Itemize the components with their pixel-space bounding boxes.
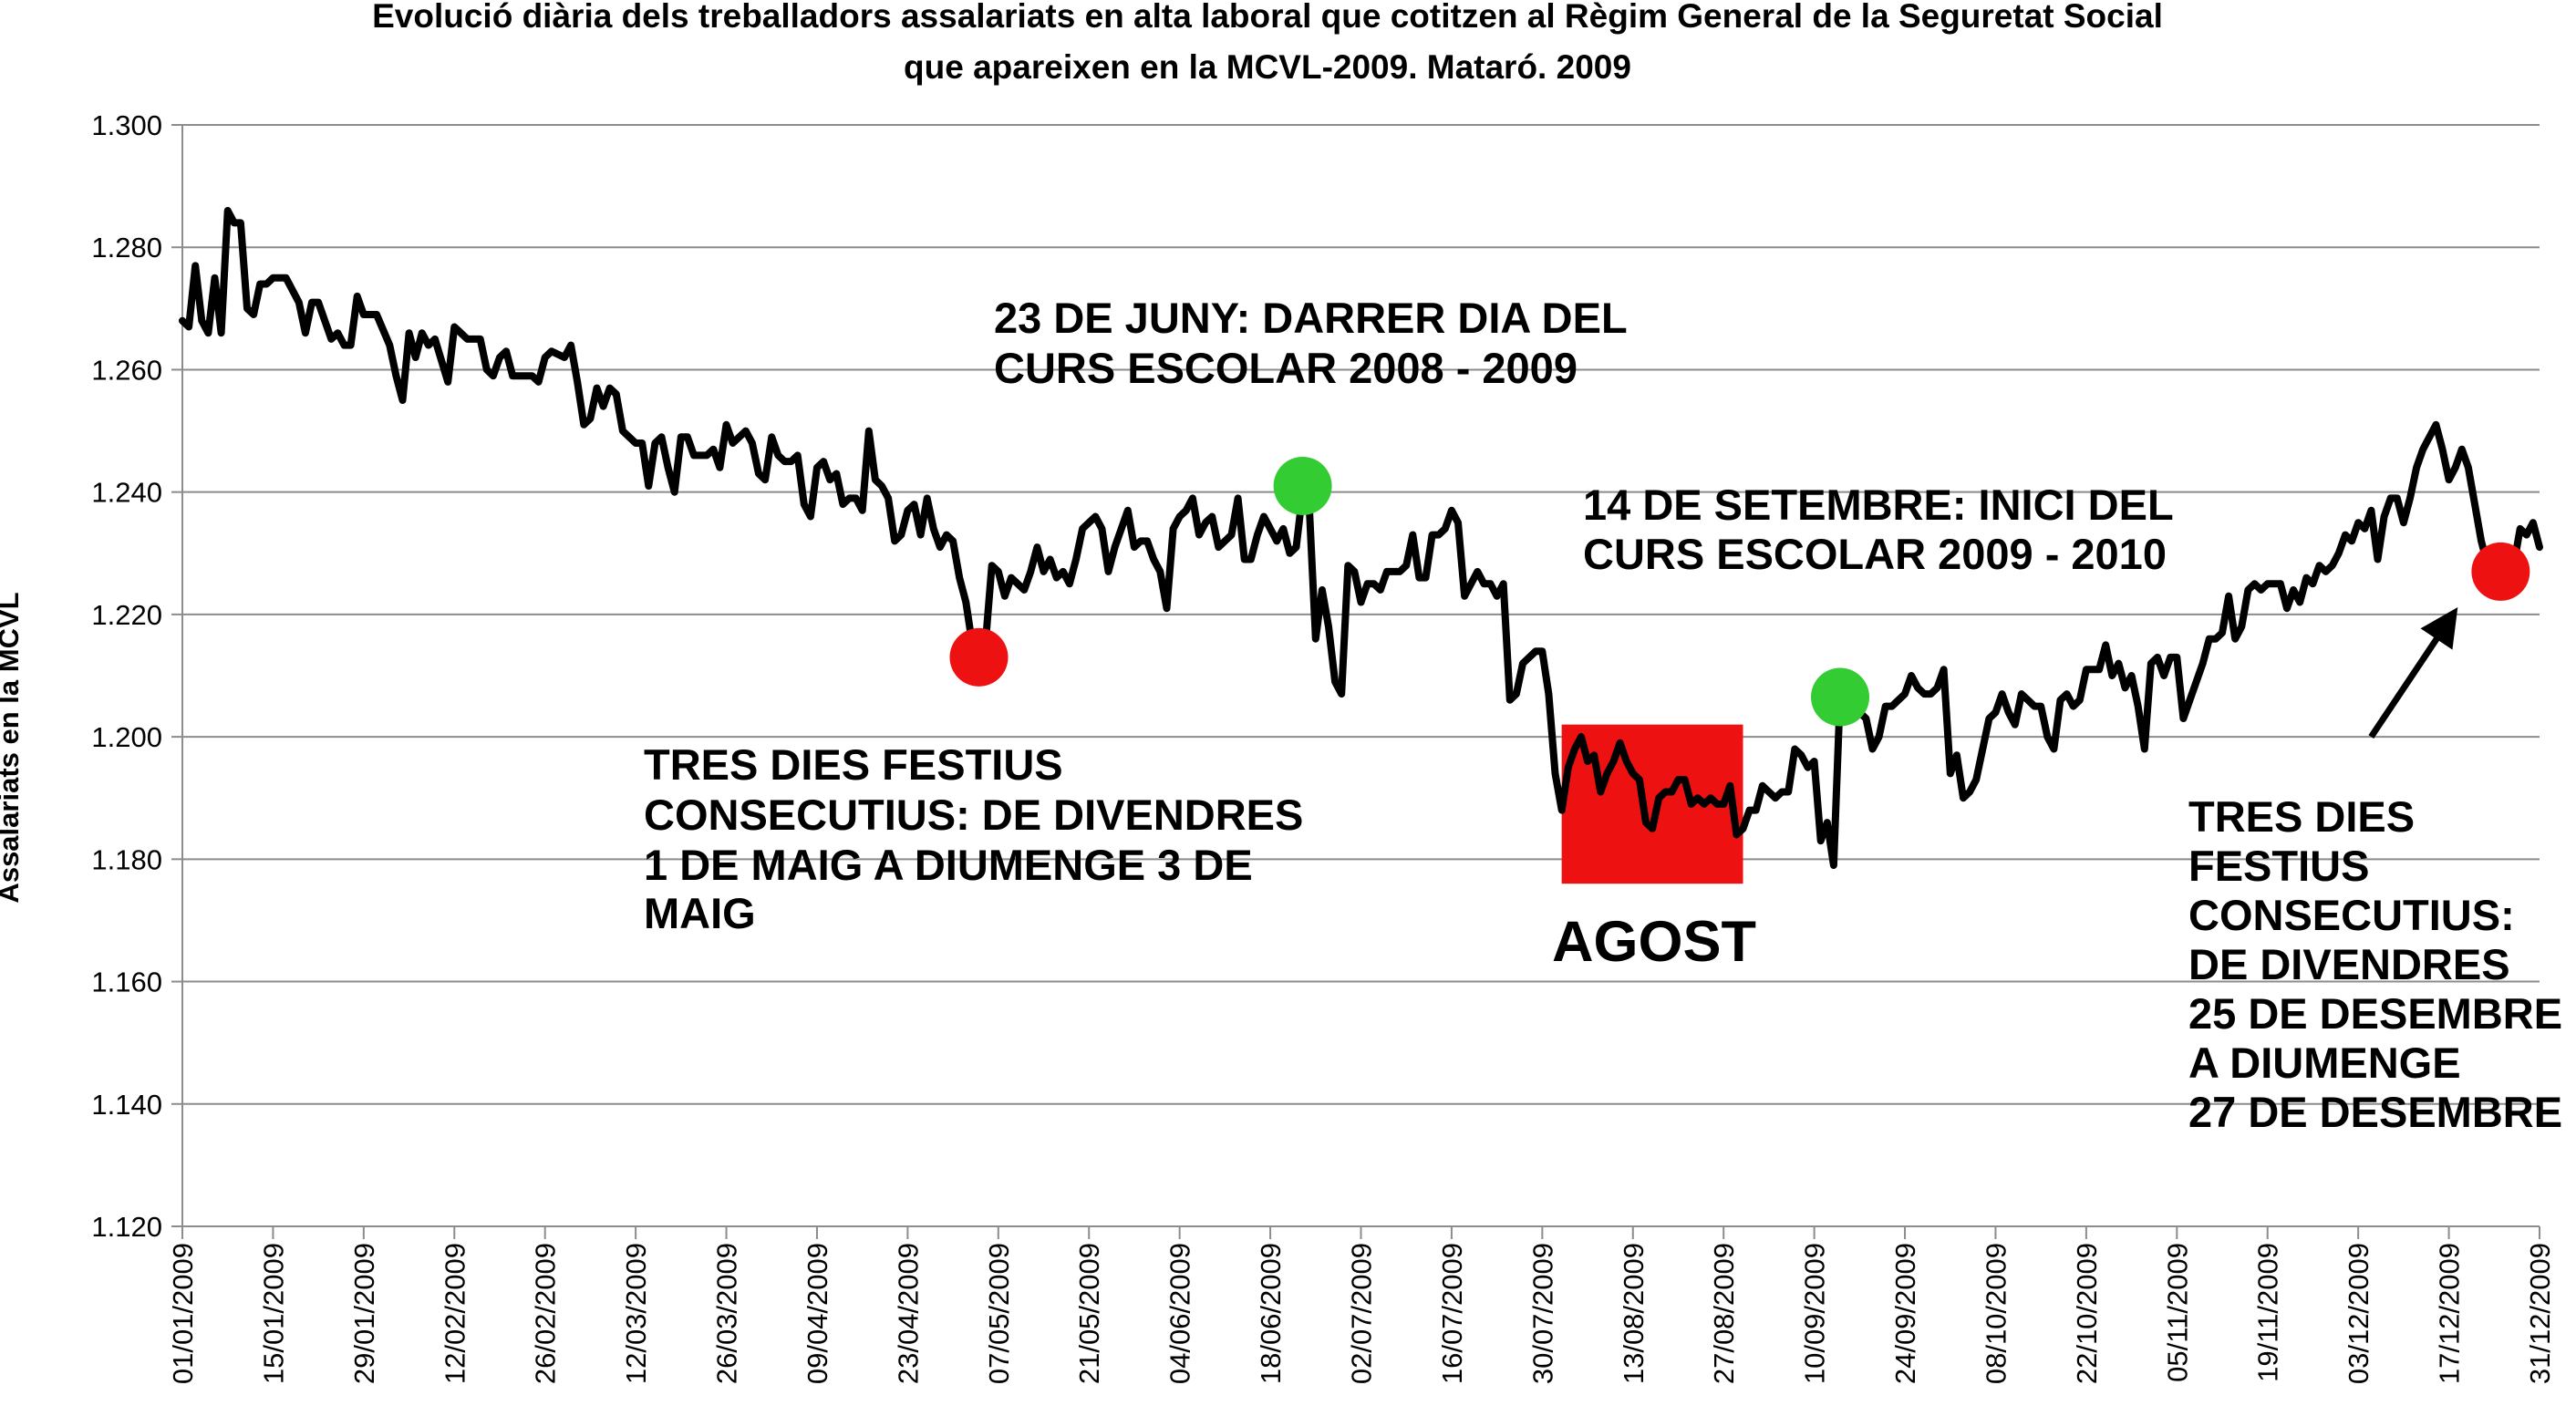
annotation-may-line-3: 1 DE MAIG A DIUMENGE 3 DE	[644, 841, 1253, 889]
y-tick-labels: 1.120 1.140 1.160 1.180 1.200 1.220 1.240 1.260…	[91, 109, 162, 1243]
x-tick-label: 10/09/2009	[1799, 1243, 1831, 1384]
x-tick-label: 09/04/2009	[802, 1243, 833, 1384]
x-tick-labels: 01/01/2009 15/01/2009 29/01/2009 12/02/2009…	[167, 1243, 2556, 1384]
x-tick-label: 05/11/2009	[2161, 1243, 2193, 1382]
arrow-icon	[2368, 607, 2458, 739]
event-marker	[2471, 542, 2530, 601]
annotation-may: TRES DIES FESTIUS CONSECUTIUS: DE DIVEND…	[644, 740, 1303, 937]
x-tick-label: 12/02/2009	[439, 1243, 471, 1384]
x-tick-label: 18/06/2009	[1255, 1243, 1287, 1384]
y-tick-label: 1.180	[91, 843, 162, 875]
annotation-december: TRES DIES FESTIUS CONSECUTIUS: DE DIVEND…	[2188, 792, 2562, 1136]
x-tick-label: 12/03/2009	[620, 1243, 652, 1384]
y-tick-label: 1.140	[91, 1089, 162, 1121]
y-tick-label: 1.260	[91, 354, 162, 386]
chart-title-line-1: Evolució diària dels treballadors assala…	[372, 0, 2163, 35]
x-tick-label: 01/01/2009	[167, 1243, 199, 1384]
x-tick-label: 30/07/2009	[1526, 1243, 1558, 1384]
x-tick-label: 03/12/2009	[2343, 1243, 2374, 1384]
x-tick-label: 08/10/2009	[1980, 1243, 2012, 1384]
y-tick-label: 1.200	[91, 721, 162, 753]
x-tick-label: 04/06/2009	[1164, 1243, 1196, 1384]
x-tick-label: 27/08/2009	[1708, 1243, 1740, 1384]
y-tick-label: 1.300	[91, 109, 162, 141]
y-tick-label: 1.280	[91, 232, 162, 264]
annotation-may-line-4: MAIG	[644, 889, 756, 937]
event-marker	[1273, 456, 1332, 515]
x-tick-label: 15/01/2009	[257, 1243, 289, 1384]
y-axis-label: Assalariats en la MCVL	[0, 592, 25, 903]
gridlines	[182, 124, 2540, 1105]
annotation-september: 14 DE SETEMBRE: INICI DEL CURS ESCOLAR 2…	[1583, 481, 2174, 578]
x-tick-label: 07/05/2009	[983, 1243, 1015, 1384]
annotation-june-line-2: CURS ESCOLAR 2008 - 2009	[994, 344, 1578, 392]
y-tick-label: 1.160	[91, 966, 162, 998]
annotation-september-line-2: CURS ESCOLAR 2009 - 2010	[1583, 530, 2167, 578]
event-markers	[949, 456, 2530, 727]
annotation-august: AGOST	[1552, 910, 1756, 974]
x-tick-label: 26/02/2009	[530, 1243, 562, 1384]
x-tick-label: 31/12/2009	[2524, 1243, 2556, 1384]
x-tick-label: 22/10/2009	[2071, 1243, 2103, 1384]
annotation-may-line-1: TRES DIES FESTIUS	[644, 740, 1063, 789]
annotation-december-line-2: FESTIUS	[2188, 842, 2369, 890]
annotation-december-line-6: A DIUMENGE	[2188, 1039, 2461, 1087]
annotation-december-line-7: 27 DE DESEMBRE	[2188, 1088, 2562, 1136]
annotation-september-line-1: 14 DE SETEMBRE: INICI DEL	[1583, 481, 2174, 529]
event-marker	[1811, 667, 1870, 727]
annotation-december-line-1: TRES DIES	[2188, 792, 2415, 841]
annotation-june-line-1: 23 DE JUNY: DARRER DIA DEL	[994, 294, 1628, 342]
y-tick-label: 1.120	[91, 1211, 162, 1243]
annotation-may-line-2: CONSECUTIUS: DE DIVENDRES	[644, 791, 1303, 839]
x-tick-label: 21/05/2009	[1073, 1243, 1105, 1384]
axes	[171, 124, 2540, 1239]
x-tick-label: 17/12/2009	[2434, 1243, 2466, 1384]
annotation-december-line-4: DE DIVENDRES	[2188, 940, 2510, 988]
x-tick-label: 26/03/2009	[711, 1243, 743, 1384]
y-tick-label: 1.240	[91, 477, 162, 509]
series-line	[179, 207, 2543, 869]
annotation-december-line-3: CONSECUTIUS:	[2188, 891, 2515, 939]
event-marker	[949, 627, 1009, 687]
x-tick-label: 02/07/2009	[1346, 1243, 1378, 1384]
annotation-december-line-5: 25 DE DESEMBRE	[2188, 989, 2562, 1038]
x-tick-label: 16/07/2009	[1436, 1243, 1468, 1384]
x-tick-label: 29/01/2009	[348, 1243, 380, 1384]
x-tick-label: 24/09/2009	[1889, 1243, 1921, 1384]
x-tick-label: 13/08/2009	[1618, 1243, 1650, 1384]
x-tick-label: 19/11/2009	[2252, 1243, 2284, 1382]
y-tick-label: 1.220	[91, 599, 162, 631]
x-tick-label: 23/04/2009	[892, 1243, 924, 1384]
annotation-june: 23 DE JUNY: DARRER DIA DEL CURS ESCOLAR …	[994, 294, 1628, 392]
chart-title-line-2: que apareixen en la MCVL-2009. Mataró. 2…	[904, 48, 1631, 86]
